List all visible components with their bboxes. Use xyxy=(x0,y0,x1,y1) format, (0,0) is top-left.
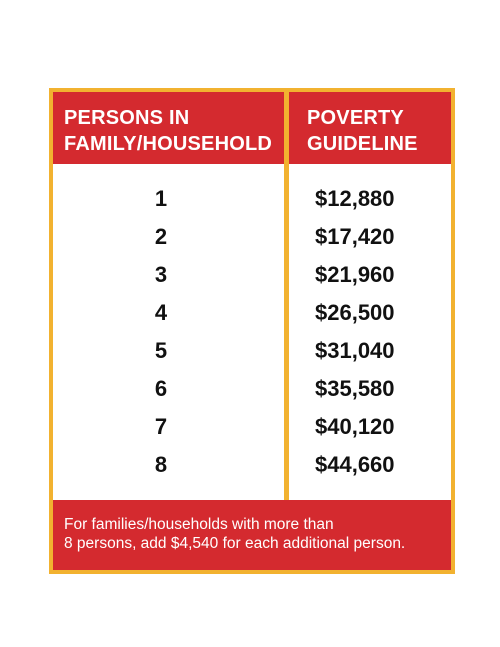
persons-column-header: PERSONS IN FAMILY/HOUSEHOLD xyxy=(64,105,282,157)
poverty-guidelines-table: PERSONS IN FAMILY/HOUSEHOLD POVERTY GUID… xyxy=(49,88,455,574)
table-row: 5 $31,040 xyxy=(53,332,451,370)
persons-cell: 6 xyxy=(154,376,168,401)
persons-cell: 1 xyxy=(154,186,168,211)
guideline-cell: $40,120 xyxy=(315,414,395,439)
guideline-header-line2: GUIDELINE xyxy=(307,133,418,155)
guideline-column-header: POVERTY GUIDELINE xyxy=(307,105,447,157)
table-row: 4 $26,500 xyxy=(53,294,451,332)
guideline-cell: $44,660 xyxy=(315,452,395,477)
table-row: 1 $12,880 xyxy=(53,180,451,218)
table-header: PERSONS IN FAMILY/HOUSEHOLD POVERTY GUID… xyxy=(53,92,451,164)
persons-cell: 5 xyxy=(154,338,168,363)
guideline-header-line1: POVERTY xyxy=(307,107,404,129)
table-footer: For families/households with more than 8… xyxy=(53,500,451,570)
guideline-cell: $35,580 xyxy=(315,376,395,401)
table-row: 3 $21,960 xyxy=(53,256,451,294)
guideline-cell: $17,420 xyxy=(315,224,395,249)
table-row: 8 $44,660 xyxy=(53,446,451,484)
guideline-cell: $31,040 xyxy=(315,338,395,363)
persons-cell: 3 xyxy=(154,262,168,287)
footer-note: For families/households with more than 8… xyxy=(64,515,448,553)
footer-note-line1: For families/households with more than xyxy=(64,516,334,533)
column-divider xyxy=(284,92,289,500)
table-row: 7 $40,120 xyxy=(53,408,451,446)
persons-header-line1: PERSONS IN xyxy=(64,107,190,129)
guideline-cell: $12,880 xyxy=(315,186,395,211)
table-row: 6 $35,580 xyxy=(53,370,451,408)
guideline-cell: $21,960 xyxy=(315,262,395,287)
guideline-cell: $26,500 xyxy=(315,300,395,325)
footer-note-line2: 8 persons, add $4,540 for each additiona… xyxy=(64,535,406,552)
persons-cell: 8 xyxy=(154,452,168,477)
persons-cell: 2 xyxy=(154,224,168,249)
table-body: 1 $12,880 2 $17,420 3 $21,960 4 $26,500 … xyxy=(53,164,451,500)
persons-cell: 4 xyxy=(154,300,168,325)
persons-header-line2: FAMILY/HOUSEHOLD xyxy=(64,133,273,155)
table-row: 2 $17,420 xyxy=(53,218,451,256)
persons-cell: 7 xyxy=(154,414,168,439)
